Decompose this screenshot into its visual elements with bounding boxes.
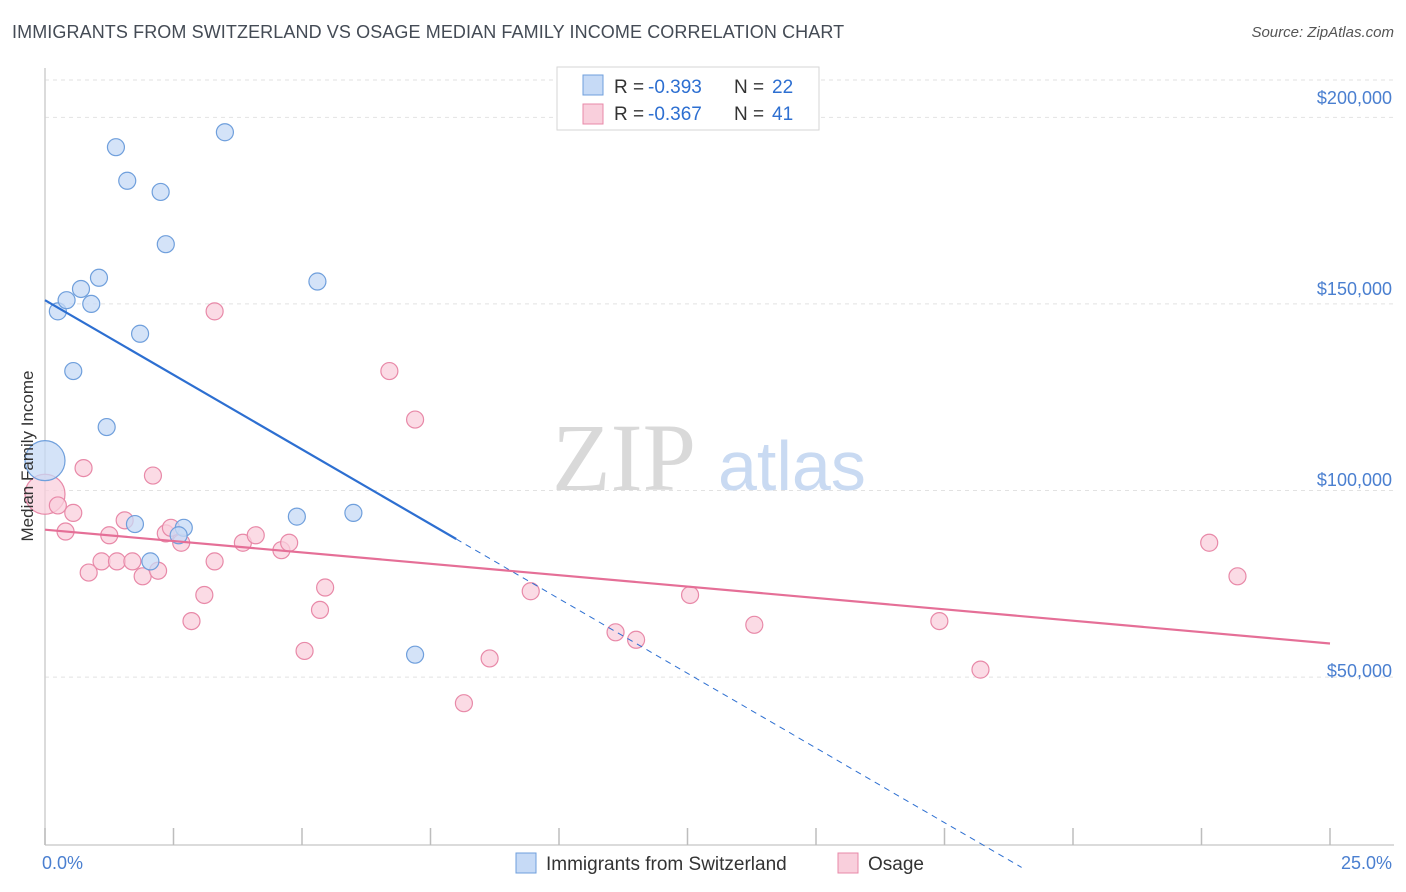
y-tick-label: $150,000 — [1317, 279, 1392, 299]
switzerland-point — [64, 361, 83, 381]
y-tick-label: $200,000 — [1317, 88, 1392, 108]
stats-swatch-pink — [582, 103, 604, 125]
switzerland-trend-line — [44, 299, 457, 540]
osage-point — [92, 552, 111, 571]
switzerland-points — [24, 123, 425, 664]
osage-point — [246, 526, 265, 545]
stats-r-label: R = — [614, 104, 644, 125]
osage-point — [1228, 567, 1247, 586]
switzerland-point — [215, 123, 234, 142]
osage-point — [143, 466, 163, 485]
switzerland-point — [125, 514, 145, 534]
osage-trend-line — [44, 528, 1331, 645]
stats-r-label: R = — [614, 77, 644, 98]
osage-point — [195, 585, 214, 605]
stats-n-label: N = — [734, 104, 764, 125]
osage-point — [626, 630, 646, 649]
stats-r-value: -0.393 — [648, 77, 702, 98]
gridlines — [45, 79, 1394, 678]
osage-point — [123, 552, 142, 571]
stats-n-value: 22 — [772, 77, 793, 98]
y-axis-label: Median Family Income — [18, 370, 37, 541]
switzerland-point — [169, 526, 188, 545]
switzerland-point — [130, 324, 150, 343]
switzerland-point — [106, 138, 126, 157]
osage-point — [133, 567, 152, 586]
stats-n-value: 41 — [772, 104, 793, 125]
x-tick-label-max: 25.0% — [1341, 853, 1392, 873]
legend-label-osage: Osage — [868, 854, 924, 875]
switzerland-point — [405, 645, 425, 664]
watermark: ZIP atlas — [552, 404, 866, 511]
x-ticks — [44, 828, 1331, 845]
legend-swatch-switzerland — [515, 852, 537, 874]
osage-point — [380, 361, 399, 381]
switzerland-point — [71, 279, 91, 299]
stats-legend: R = -0.393 N = 22 R = -0.367 N = 41 — [556, 66, 820, 131]
osage-point — [521, 582, 540, 601]
osage-point — [64, 503, 83, 522]
legend-swatch-osage — [837, 852, 859, 874]
osage-point — [79, 563, 98, 582]
osage-point — [1200, 533, 1219, 552]
switzerland-point — [97, 417, 116, 437]
x-tick-label-min: 0.0% — [42, 853, 83, 873]
switzerland-point — [308, 272, 327, 291]
switzerland-point — [151, 182, 170, 202]
switzerland-point — [118, 171, 137, 190]
osage-point — [280, 533, 299, 552]
source-credit: Source: ZipAtlas.com — [1251, 24, 1394, 41]
osage-point — [205, 302, 224, 321]
switzerland-point — [344, 503, 363, 522]
legend-label-switzerland: Immigrants from Switzerland — [546, 854, 787, 875]
trend-lines — [44, 299, 1331, 868]
switzerland-point — [287, 507, 306, 526]
osage-point — [480, 649, 499, 668]
osage-point — [745, 615, 764, 634]
watermark-atlas: atlas — [718, 427, 866, 505]
osage-point — [107, 552, 127, 571]
stats-swatch-blue — [582, 74, 604, 96]
stats-r-value: -0.367 — [648, 104, 702, 125]
watermark-zip: ZIP — [552, 404, 696, 511]
series-legend: Immigrants from Switzerland Osage — [515, 852, 924, 875]
osage-point — [971, 660, 990, 679]
osage-point — [680, 585, 700, 605]
osage-point — [48, 496, 67, 515]
chart-title: IMMIGRANTS FROM SWITZERLAND VS OSAGE MED… — [12, 22, 845, 42]
osage-point — [205, 552, 224, 571]
osage-point — [606, 623, 625, 642]
y-tick-label: $50,000 — [1327, 661, 1392, 681]
osage-point — [316, 578, 335, 597]
osage-point — [295, 641, 314, 661]
osage-point — [74, 458, 93, 478]
switzerland-point — [57, 291, 76, 310]
switzerland-point — [89, 268, 109, 287]
y-tick-labels: $200,000 $150,000 $100,000 $50,000 — [1317, 88, 1392, 681]
osage-point — [405, 410, 425, 429]
stats-n-label: N = — [734, 77, 764, 98]
switzerland-point — [24, 440, 66, 482]
osage-point — [454, 694, 474, 713]
switzerland-point — [82, 294, 101, 314]
y-tick-label: $100,000 — [1317, 470, 1392, 490]
switzerland-trend-extension — [455, 538, 1022, 868]
osage-point — [182, 611, 201, 631]
osage-point — [310, 600, 330, 620]
switzerland-point — [141, 552, 160, 571]
osage-point — [930, 611, 949, 631]
switzerland-point — [156, 235, 175, 254]
osage-points — [24, 302, 1247, 713]
